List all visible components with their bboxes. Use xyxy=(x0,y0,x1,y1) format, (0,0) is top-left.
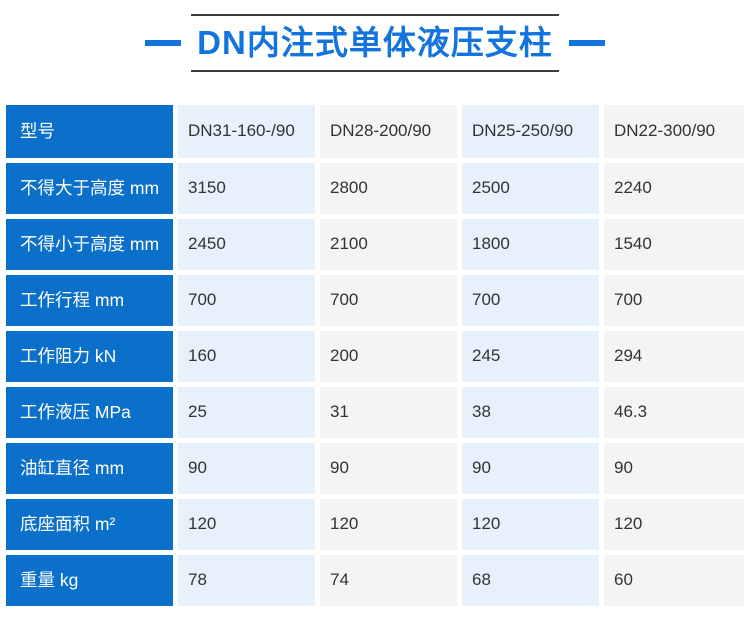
spec-table: 型号 DN31-160-/90 DN28-200/90 DN25-250/90 … xyxy=(6,105,744,606)
row-label-weight: 重量 kg xyxy=(6,555,173,606)
row-label-base-area: 底座面积 m² xyxy=(6,499,173,550)
model-name: DN25-250/90 xyxy=(462,105,599,158)
table-cell: 700 xyxy=(178,275,315,326)
table-cell: 120 xyxy=(462,499,599,550)
title-dash-right-icon xyxy=(568,39,605,46)
table-cell: 2800 xyxy=(320,163,457,214)
table-cell: 3150 xyxy=(178,163,315,214)
row-label-working-resistance: 工作阻力 kN xyxy=(6,331,173,382)
table-cell: 1540 xyxy=(604,219,744,270)
table-cell: 90 xyxy=(178,443,315,494)
table-cell: 1800 xyxy=(462,219,599,270)
table-cell: 90 xyxy=(462,443,599,494)
table-cell: 90 xyxy=(320,443,457,494)
table-cell: 700 xyxy=(604,275,744,326)
table-cell: 2450 xyxy=(178,219,315,270)
model-name: DN22-300/90 xyxy=(604,105,744,158)
table-cell: 120 xyxy=(320,499,457,550)
table-cell: 31 xyxy=(320,387,457,438)
table-cell: 60 xyxy=(604,555,744,606)
table-cell: 74 xyxy=(320,555,457,606)
table-cell: 700 xyxy=(320,275,457,326)
table-cell: 68 xyxy=(462,555,599,606)
table-cell: 2500 xyxy=(462,163,599,214)
table-cell: 38 xyxy=(462,387,599,438)
row-label-min-height: 不得小于高度 mm xyxy=(6,219,173,270)
row-label-working-pressure: 工作液压 MPa xyxy=(6,387,173,438)
row-header-label: 型号 xyxy=(6,105,173,158)
table-cell: 200 xyxy=(320,331,457,382)
table-cell: 90 xyxy=(604,443,744,494)
row-label-working-stroke: 工作行程 mm xyxy=(6,275,173,326)
table-cell: 78 xyxy=(178,555,315,606)
table-cell: 120 xyxy=(604,499,744,550)
table-cell: 25 xyxy=(178,387,315,438)
table-cell: 160 xyxy=(178,331,315,382)
table-cell: 46.3 xyxy=(604,387,744,438)
page-title: DN内注式单体液压支柱 xyxy=(191,13,559,72)
table-cell: 2100 xyxy=(320,219,457,270)
table-cell: 2240 xyxy=(604,163,744,214)
row-label-cylinder-diameter: 油缸直径 mm xyxy=(6,443,173,494)
model-name: DN28-200/90 xyxy=(320,105,457,158)
model-name: DN31-160-/90 xyxy=(178,105,315,158)
row-label-max-height: 不得大于高度 mm xyxy=(6,163,173,214)
table-cell: 245 xyxy=(462,331,599,382)
title-dash-left-icon xyxy=(145,39,182,46)
table-cell: 120 xyxy=(178,499,315,550)
table-cell: 294 xyxy=(604,331,744,382)
table-cell: 700 xyxy=(462,275,599,326)
title-bar: DN内注式单体液压支柱 xyxy=(0,13,750,72)
